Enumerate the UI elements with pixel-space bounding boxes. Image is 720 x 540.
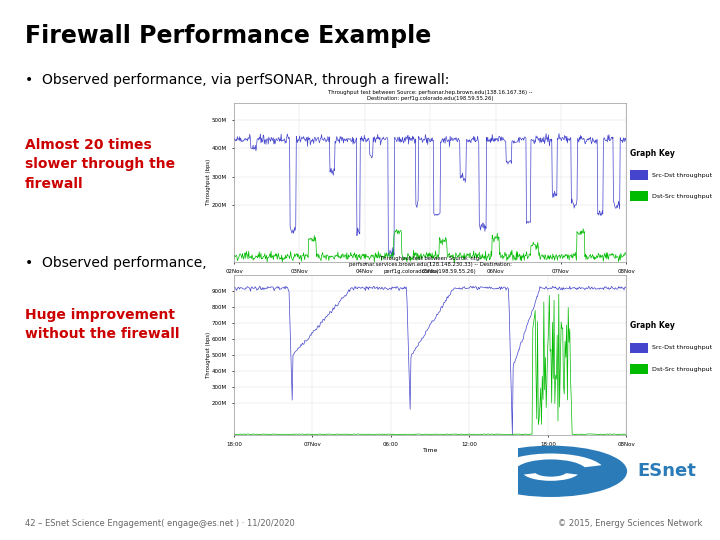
Text: Graph Key: Graph Key [630,148,675,158]
Text: Src-Dst throughput: Src-Dst throughput [652,346,713,350]
Bar [630,191,648,201]
Text: Almost 20 times
slower through the
firewall: Almost 20 times slower through the firew… [25,138,175,191]
Text: •  Observed performance, via perfSONAR, through a firewall:: • Observed performance, via perfSONAR, t… [25,73,449,87]
X-axis label: Time: Time [423,448,438,453]
Circle shape [475,447,626,496]
Text: Huge improvement
without the firewall: Huge improvement without the firewall [25,308,179,341]
Title: Throughput test between Source: ntg-
perfsonar.services.brown.edu(128.148.230.33: Throughput test between Source: ntg- per… [348,256,512,274]
Text: Dst-Src throughput: Dst-Src throughput [652,367,713,372]
Text: ESnet: ESnet [637,462,696,480]
Title: Throughput test between Source: perfsonar.hep.brown.edu(138.16.167.36) --
Destin: Throughput test between Source: perfsona… [328,90,533,101]
Bar [630,170,648,180]
Text: Firewall Performance Example: Firewall Performance Example [25,24,431,48]
Text: Dst-Src throughput: Dst-Src throughput [652,194,713,199]
Wedge shape [523,473,578,481]
Wedge shape [500,454,601,467]
Y-axis label: Throughput (bps): Throughput (bps) [205,159,210,205]
Y-axis label: Throughput (bps): Throughput (bps) [205,332,210,378]
Text: © 2015, Energy Sciences Network: © 2015, Energy Sciences Network [558,519,702,528]
Text: Src-Dst throughput: Src-Dst throughput [652,173,713,178]
Text: •  Observed performance,: • Observed performance, [25,256,207,271]
X-axis label: Time: Time [423,275,438,280]
Bar [630,364,648,374]
Text: 42 – ESnet Science Engagement( engage@es.net ) · 11/20/2020: 42 – ESnet Science Engagement( engage@es… [25,519,294,528]
Bar [630,343,648,353]
Text: Graph Key: Graph Key [630,321,675,330]
